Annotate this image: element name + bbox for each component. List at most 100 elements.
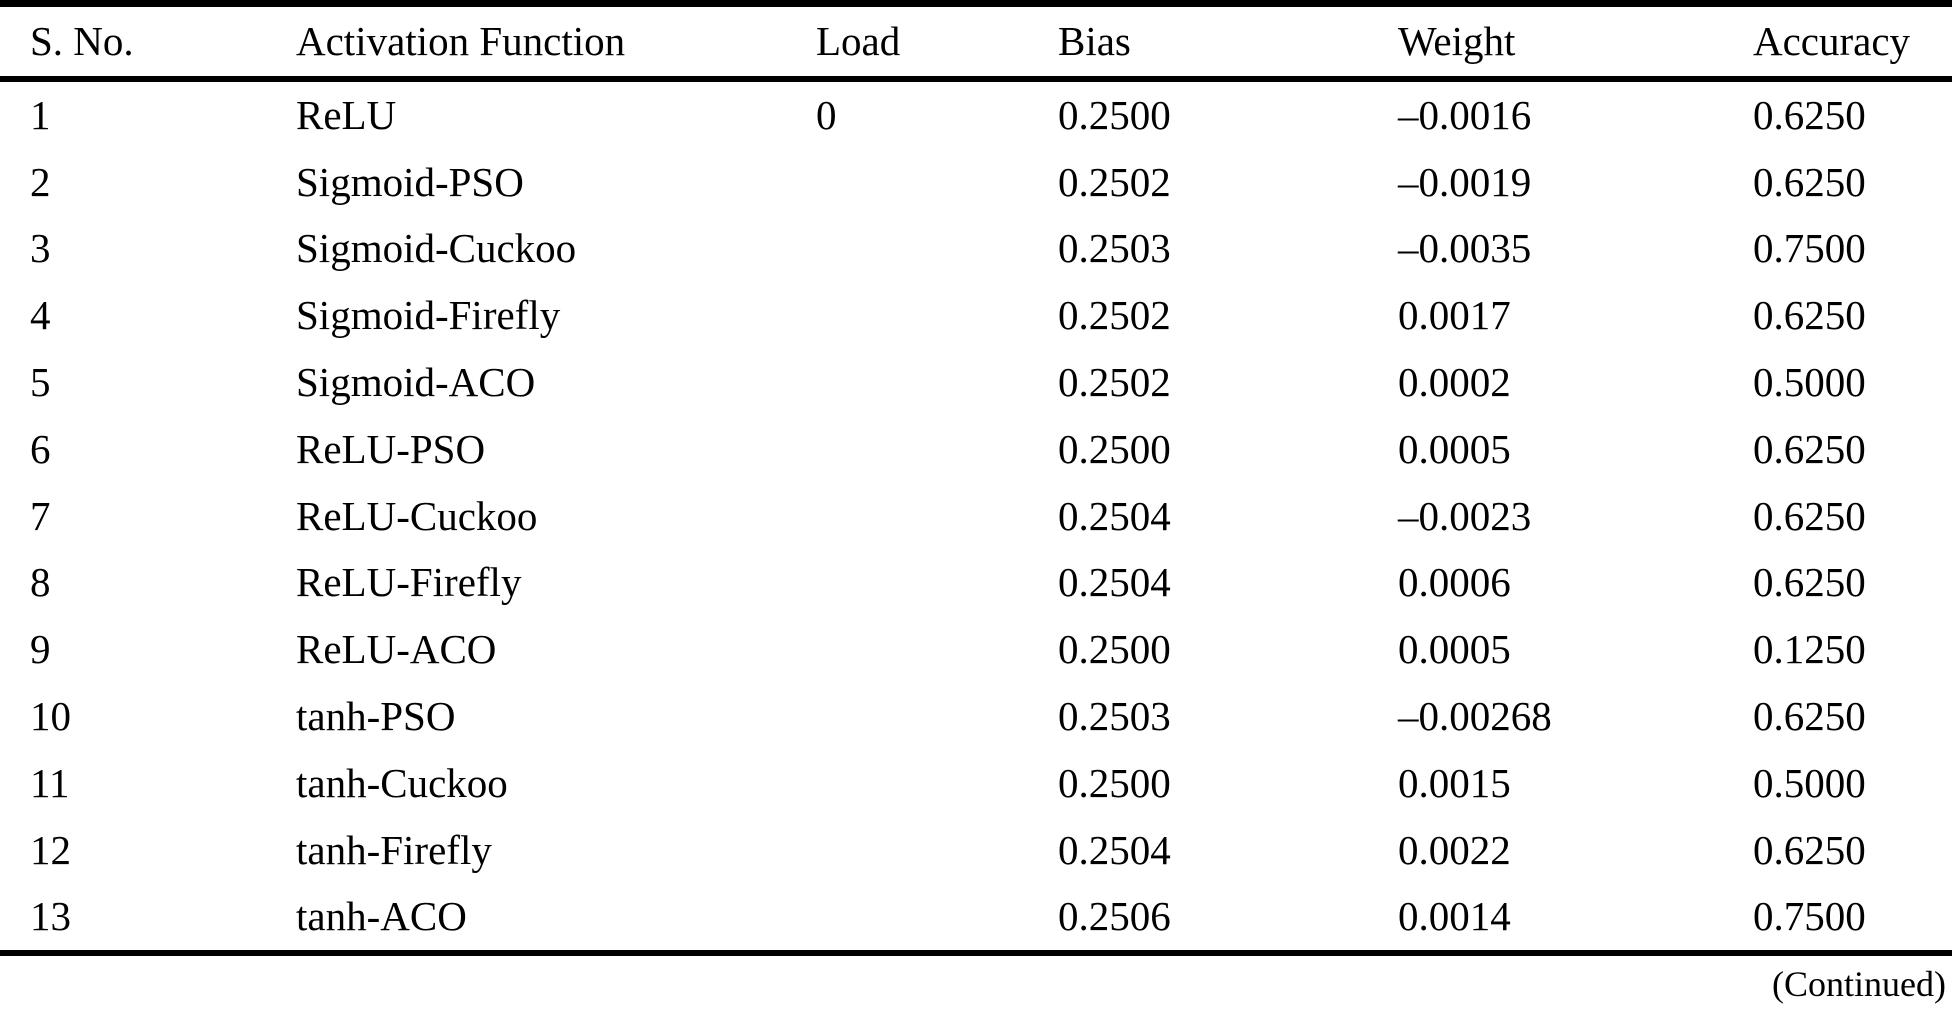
cell-accuracy: 0.6250 [1753,91,1866,138]
column-header-bias: Bias [1058,3,1398,82]
table-row: 12 tanh-Firefly 0.2504 0.0022 0.6250 [0,817,1952,884]
cell-accuracy: 0.5000 [1753,359,1866,406]
cell-bias: 0.2502 [1058,359,1171,406]
cell-weight: 0.0002 [1398,359,1511,406]
cell-bias: 0.2500 [1058,91,1171,138]
table-row: 10 tanh-PSO 0.2503 –0.00268 0.6250 [0,683,1952,750]
cell-weight: 0.0005 [1398,425,1511,472]
table-row: 9 ReLU-ACO 0.2500 0.0005 0.1250 [0,616,1952,683]
cell-accuracy: 0.6250 [1753,158,1866,205]
cell-weight: 0.0006 [1398,559,1511,606]
cell-sno: 13 [0,883,296,957]
cell-bias: 0.2506 [1058,883,1398,957]
cell-load [816,616,1058,683]
column-header-weight: Weight [1398,3,1753,82]
cell-sno: 2 [30,158,51,205]
cell-activation: tanh-PSO [296,693,456,740]
cell-sno: 4 [30,292,51,339]
continued-note: (Continued) [1772,964,1946,1004]
cell-sno: 11 [30,759,70,806]
cell-weight: –0.0016 [1398,91,1532,138]
cell-weight: –0.0019 [1398,158,1532,205]
table-body: 1 ReLU 0 0.2500 –0.0016 0.6250 2 Sigmoid-PSO 0.2… [0,79,1952,957]
cell-sno: 7 [30,492,51,539]
column-header-activation: Activation Function [296,3,816,82]
cell-load [816,483,1058,550]
cell-load [816,349,1058,416]
results-table: S. No. Activation Function Load Bias Weight A… [0,0,1952,957]
table-row: 5 Sigmoid-ACO 0.2502 0.0002 0.5000 [0,349,1952,416]
table-row: 8 ReLU-Firefly 0.2504 0.0006 0.6250 [0,550,1952,617]
table-row: 4 Sigmoid-Firefly 0.2502 0.0017 0.6250 [0,282,1952,349]
cell-activation: tanh-Firefly [296,826,492,873]
cell-accuracy: 0.6250 [1753,693,1866,740]
cell-activation: ReLU-ACO [296,626,497,673]
cell-accuracy: 0.6250 [1753,292,1866,339]
cell-sno: 9 [30,626,51,673]
cell-weight: 0.0005 [1398,626,1511,673]
column-header-load: Load [816,3,1058,82]
cell-weight: 0.0014 [1398,883,1753,957]
cell-accuracy: 0.5000 [1753,759,1866,806]
cell-activation: ReLU-Firefly [296,559,522,606]
table-row: 6 ReLU-PSO 0.2500 0.0005 0.6250 [0,416,1952,483]
cell-load [816,282,1058,349]
table-row: 2 Sigmoid-PSO 0.2502 –0.0019 0.6250 [0,149,1952,216]
cell-weight: 0.0015 [1398,759,1511,806]
cell-bias: 0.2500 [1058,759,1171,806]
cell-sno: 1 [30,91,51,138]
cell-accuracy: 0.6250 [1753,826,1866,873]
cell-bias: 0.2503 [1058,225,1171,272]
table-row: 11 tanh-Cuckoo 0.2500 0.0015 0.5000 [0,750,1952,817]
table-header: S. No. Activation Function Load Bias Weight A… [0,3,1952,82]
cell-activation: ReLU-Cuckoo [296,492,538,539]
cell-bias: 0.2504 [1058,826,1171,873]
cell-accuracy: 0.6250 [1753,559,1866,606]
cell-bias: 0.2504 [1058,559,1171,606]
header-row: S. No. Activation Function Load Bias Weight A… [0,3,1952,82]
cell-sno: 3 [30,225,51,272]
cell-accuracy: 0.1250 [1753,626,1866,673]
cell-bias: 0.2502 [1058,292,1171,339]
cell-sno: 8 [30,559,51,606]
cell-weight: –0.0035 [1398,225,1532,272]
cell-activation: ReLU [296,91,397,138]
cell-load [816,883,1058,957]
cell-load [816,750,1058,817]
cell-accuracy: 0.6250 [1753,492,1866,539]
cell-load [816,550,1058,617]
cell-sno: 10 [30,693,71,740]
table-row: 1 ReLU 0 0.2500 –0.0016 0.6250 [0,79,1952,149]
cell-bias: 0.2500 [1058,425,1171,472]
table-row: 13 tanh-ACO 0.2506 0.0014 0.7500 [0,883,1952,957]
column-header-sno: S. No. [0,3,296,82]
cell-load [816,216,1058,283]
cell-bias: 0.2500 [1058,626,1171,673]
cell-sno: 5 [30,359,51,406]
cell-load [816,416,1058,483]
cell-activation: tanh-ACO [296,883,816,957]
table-row: 7 ReLU-Cuckoo 0.2504 –0.0023 0.6250 [0,483,1952,550]
cell-weight: –0.00268 [1398,693,1552,740]
cell-load [816,683,1058,750]
cell-load: 0 [816,91,837,138]
table-row: 3 Sigmoid-Cuckoo 0.2503 –0.0035 0.7500 [0,216,1952,283]
cell-accuracy: 0.7500 [1753,883,1952,957]
cell-activation: Sigmoid-Cuckoo [296,225,577,272]
cell-weight: –0.0023 [1398,492,1532,539]
cell-activation: ReLU-PSO [296,425,486,472]
cell-accuracy: 0.6250 [1753,425,1866,472]
column-header-accuracy: Accuracy [1753,3,1952,82]
cell-activation: Sigmoid-Firefly [296,292,561,339]
cell-accuracy: 0.7500 [1753,225,1866,272]
cell-activation: Sigmoid-ACO [296,359,536,406]
cell-bias: 0.2504 [1058,492,1171,539]
cell-weight: 0.0022 [1398,826,1511,873]
cell-bias: 0.2502 [1058,158,1171,205]
cell-sno: 12 [30,826,71,873]
cell-load [816,817,1058,884]
cell-load [816,149,1058,216]
cell-sno: 6 [30,425,51,472]
cell-weight: 0.0017 [1398,292,1511,339]
